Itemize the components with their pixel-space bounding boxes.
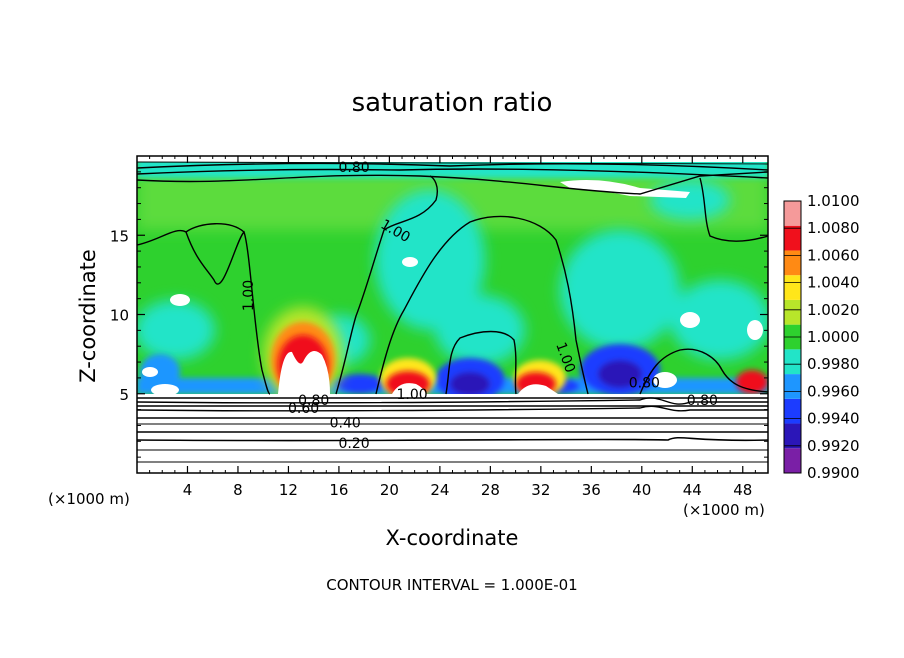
contour-lines [137, 161, 768, 463]
field-layer [137, 156, 768, 473]
colorbar-label: 1.0100 [807, 192, 860, 210]
y-axis-label: Z-coordinate [76, 249, 100, 383]
x-tick-label: 40 [632, 481, 651, 499]
y-tick-label: 10 [110, 307, 129, 325]
contour-label: 0.60 [288, 401, 319, 417]
x-tick-label: 48 [733, 481, 752, 499]
y-tick-label: 15 [110, 227, 129, 245]
y-tick-label: 5 [119, 386, 129, 404]
lower-clear-region [137, 394, 768, 473]
x-tick-label: 32 [531, 481, 550, 499]
colorbar-label: 1.0040 [807, 274, 860, 292]
x-tick-label: 8 [233, 481, 243, 499]
colorbar-label: 0.9900 [807, 464, 860, 482]
plume-x22 [380, 358, 436, 398]
x-tick-label: 36 [582, 481, 601, 499]
colorbar-label: 1.0060 [807, 246, 860, 264]
x-tick-label: 20 [380, 481, 399, 499]
colorbar-swatch [784, 349, 801, 375]
colorbar-swatch [784, 423, 801, 449]
colorbar-label: 0.9920 [807, 437, 860, 455]
contour-label: 0.80 [338, 160, 369, 176]
teal-patches [137, 180, 768, 365]
contour-label: 0.20 [338, 436, 369, 452]
contour-label: 1.00 [241, 280, 257, 311]
x-tick-label: 16 [329, 481, 348, 499]
contour-interval-note: CONTOUR INTERVAL = 1.000E-01 [326, 576, 578, 594]
colorbar-label: 0.9960 [807, 382, 860, 400]
x-tick-label: 28 [481, 481, 500, 499]
colorbar-swatch [784, 225, 801, 251]
colorbar-swatch [784, 448, 801, 473]
colorbar-label: 0.9940 [807, 410, 860, 428]
x-tick-label: 12 [279, 481, 298, 499]
x-unit-label-right: (×1000 m) [683, 501, 765, 519]
contour-label: 1.00 [397, 387, 428, 403]
colorbar-label: 0.9980 [807, 355, 860, 373]
contour-label: 0.80 [687, 393, 718, 409]
upper-band-white [560, 180, 690, 198]
x-unit-label-left: (×1000 m) [48, 490, 130, 508]
contour-label: 0.40 [330, 415, 361, 431]
x-axis-label: X-coordinate [385, 526, 519, 550]
plume-x31 [514, 360, 566, 396]
colorbar-swatch [784, 299, 801, 325]
x-tick-label: 24 [430, 481, 449, 499]
contour-label: 0.80 [629, 376, 660, 392]
colorbar-swatch [784, 201, 801, 226]
colorbar-swatch [784, 374, 801, 399]
colorbar-swatch [784, 398, 801, 424]
colorbar-swatch [784, 250, 801, 276]
white-speckles [142, 257, 763, 396]
chart-title: saturation ratio [351, 88, 553, 118]
colorbar: 0.9900 0.9920 0.9940 0.9960 0.9980 1.0000 1.00… [783, 192, 860, 482]
x-tick-label: 4 [183, 481, 193, 499]
colorbar-label: 1.0080 [807, 219, 860, 237]
colorbar-label: 1.0020 [807, 301, 860, 319]
colorbar-swatch [784, 275, 801, 300]
colorbar-label: 1.0000 [807, 328, 860, 346]
plume-x13 [263, 307, 343, 403]
contour-label: 0.80 [298, 393, 329, 409]
x-tick-label: 44 [683, 481, 702, 499]
